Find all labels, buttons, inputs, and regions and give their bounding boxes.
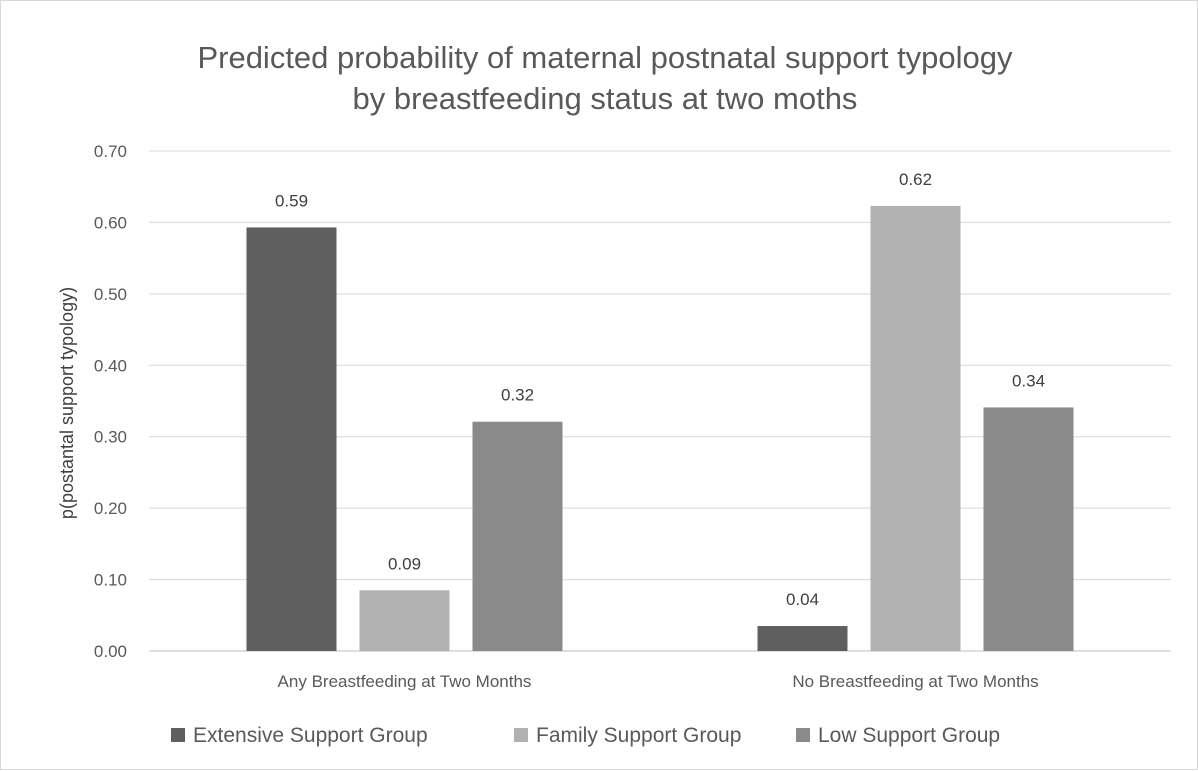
bar-extensive-support-group-0 bbox=[246, 227, 337, 651]
y-tick-label: 0.30 bbox=[94, 428, 127, 447]
chart-text: Predicted probability of maternal postna… bbox=[57, 40, 1045, 691]
bar-extensive-support-group-1 bbox=[757, 626, 848, 651]
bars bbox=[246, 206, 1074, 651]
legend-swatch bbox=[171, 728, 185, 742]
data-label: 0.34 bbox=[1012, 371, 1045, 390]
y-tick-label: 0.20 bbox=[94, 499, 127, 518]
bar-low-support-group-1 bbox=[983, 407, 1074, 651]
legend: Extensive Support Group Family Support Gr… bbox=[171, 724, 1000, 747]
y-axis-label: p(postantal support typology) bbox=[57, 287, 77, 519]
y-tick-label: 0.50 bbox=[94, 285, 127, 304]
legend-label: Family Support Group bbox=[536, 724, 741, 747]
y-tick-label: 0.40 bbox=[94, 356, 127, 375]
chart-title-line-1: Predicted probability of maternal postna… bbox=[197, 40, 1013, 75]
legend-swatch bbox=[796, 728, 810, 742]
data-label: 0.09 bbox=[388, 554, 421, 573]
y-tick-label: 0.60 bbox=[94, 213, 127, 232]
data-label: 0.62 bbox=[899, 170, 932, 189]
legend-label: Extensive Support Group bbox=[193, 724, 428, 747]
data-label: 0.04 bbox=[786, 590, 819, 609]
data-label: 0.32 bbox=[501, 386, 534, 405]
y-tick-label: 0.10 bbox=[94, 571, 127, 590]
y-tick-label: 0.70 bbox=[94, 142, 127, 161]
data-label: 0.59 bbox=[275, 191, 308, 210]
y-tick-label: 0.00 bbox=[94, 642, 127, 661]
legend-swatch bbox=[514, 728, 528, 742]
legend-label: Low Support Group bbox=[818, 724, 1000, 747]
x-category-label: Any Breastfeeding at Two Months bbox=[278, 672, 532, 691]
bar-family-support-group-0 bbox=[359, 590, 450, 651]
chart-title-line-2: by breastfeeding status at two moths bbox=[353, 81, 858, 116]
x-category-label: No Breastfeeding at Two Months bbox=[792, 672, 1038, 691]
bar-family-support-group-1 bbox=[870, 206, 961, 651]
bar-low-support-group-0 bbox=[472, 421, 563, 651]
